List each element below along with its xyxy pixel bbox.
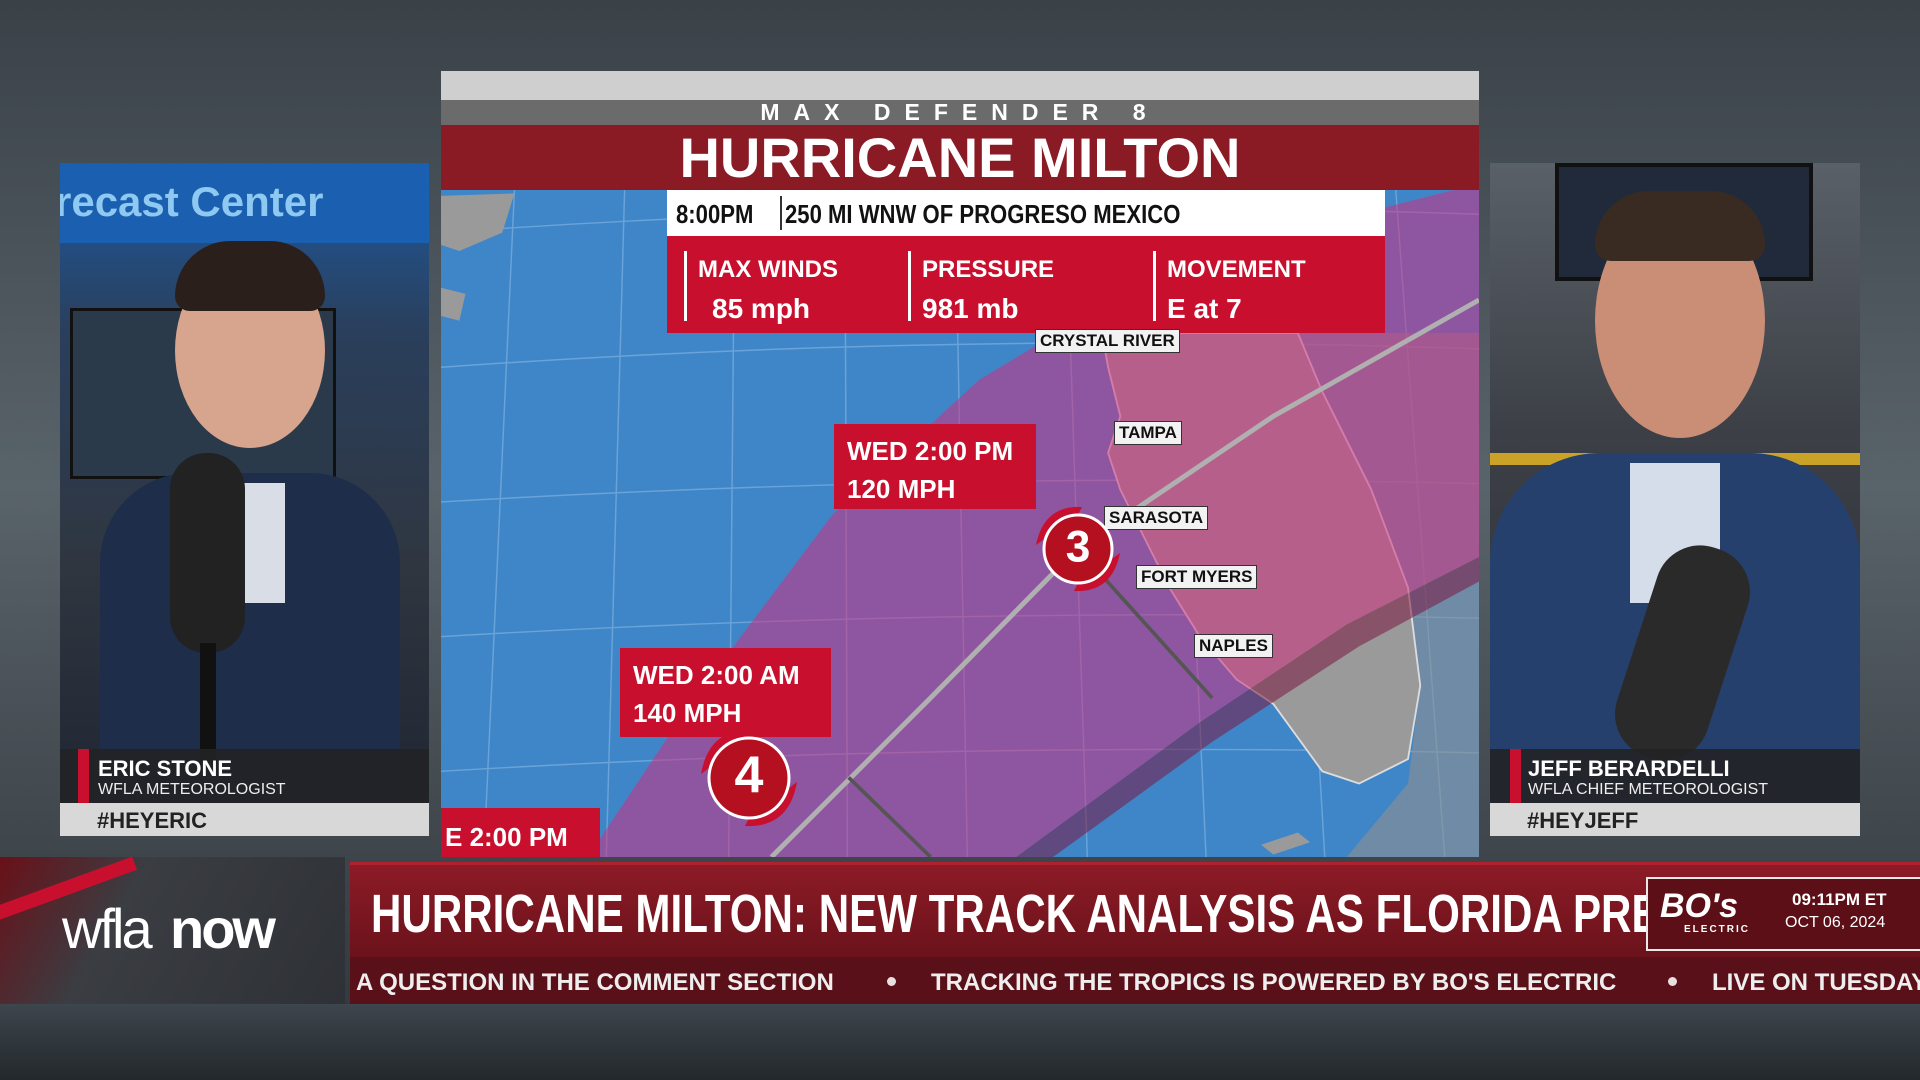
stats-box: MAX WINDS 85 mph PRESSURE 981 mb MOVEMENT E a…	[667, 236, 1385, 333]
hashtag: #HEYJEFF	[1527, 808, 1639, 833]
city-label: TAMPA	[1114, 421, 1182, 445]
city-label: SARASOTA	[1104, 506, 1209, 530]
date: OCT 06, 2024	[1785, 914, 1886, 931]
host-role: WFLA CHIEF METEOROLOGIST	[1528, 781, 1769, 798]
logo-wfla: wfla	[62, 897, 153, 960]
landmass	[441, 193, 515, 251]
backdrop-sign	[60, 163, 429, 243]
sponsor-sub: ELECTRIC	[1684, 924, 1750, 935]
hair	[1595, 191, 1765, 261]
brand-band: MAX DEFENDER 8	[441, 100, 1479, 125]
hashtag: #HEYERIC	[97, 808, 208, 833]
city-label: CRYSTAL RIVER	[1035, 329, 1180, 353]
logo-block: wfla now	[0, 857, 345, 1004]
brand: MAX DEFENDER 8	[760, 99, 1160, 125]
ticker-item: A QUESTION IN THE COMMENT SECTION	[356, 969, 834, 996]
divider	[684, 251, 687, 321]
logo-now: now	[170, 897, 276, 960]
backdrop-text: recast Center	[60, 178, 324, 225]
accent	[1510, 749, 1521, 803]
forecast-box: WED 2:00 AM 140 MPH	[620, 648, 831, 737]
advisory-time-text: 8:00PM	[676, 199, 754, 229]
ticker-bullet	[1668, 977, 1677, 986]
stat-value: 981 mb	[922, 293, 1019, 324]
forecast-time: WED 2:00 AM	[633, 660, 800, 690]
city-label: FORT MYERS	[1136, 565, 1258, 589]
title-band: HURRICANE MILTON	[441, 125, 1479, 190]
ticker-bullet	[887, 977, 896, 986]
host-name: JEFF BERARDELLI	[1528, 756, 1730, 781]
ticker-item: LIVE ON TUESDAY	[1712, 969, 1920, 996]
track-line	[847, 776, 932, 857]
headline-text: HURRICANE MILTON: NEW TRACK ANALYSIS AS …	[371, 884, 1802, 944]
nameplate: ERIC STONE WFLA METEOROLOGIST	[60, 749, 429, 803]
host-panel: recast Center	[60, 163, 429, 836]
keys	[1261, 832, 1311, 855]
divider	[780, 196, 782, 230]
bottom-backdrop	[0, 1004, 1920, 1080]
stat-value: 85 mph	[712, 293, 811, 324]
ticker-item: TRACKING THE TROPICS IS POWERED BY BO'S …	[931, 969, 1617, 996]
forecast-time: WED 2:00 PM	[847, 436, 1014, 466]
ticker-bar: A QUESTION IN THE COMMENT SECTION TRACKIN…	[350, 957, 1920, 1004]
sponsor-logo: BO's	[1660, 887, 1738, 925]
advisory-time: 8:00PM	[676, 201, 767, 227]
stat-label: MOVEMENT	[1167, 256, 1306, 283]
forecast-speed: 140 MPH	[633, 698, 742, 728]
clock: 09:11PM ET	[1792, 890, 1887, 909]
cone-edge	[1016, 557, 1479, 857]
forecast-speed: 120 MPH	[847, 474, 956, 504]
mic-stand	[200, 643, 216, 763]
hair	[175, 241, 325, 311]
sponsor-box: BO's ELECTRIC 09:11PM ET OCT 06, 2024	[1646, 877, 1920, 951]
headline: HURRICANE MILTON: NEW TRACK ANALYSIS AS …	[371, 887, 1920, 941]
city-label: NAPLES	[1194, 634, 1273, 658]
stat-value: E at 7	[1167, 293, 1242, 324]
forecast-box: WED 2:00 PM 120 MPH	[834, 424, 1036, 509]
hashtag-plate: #HEYERIC	[60, 803, 429, 836]
forecast-box: E 2:00 PM	[441, 808, 600, 857]
nameplate: JEFF BERARDELLI WFLA CHIEF METEOROLOGIST	[1490, 749, 1860, 803]
headline-bar: HURRICANE MILTON: NEW TRACK ANALYSIS AS …	[350, 862, 1920, 959]
forecast-time: E 2:00 PM	[445, 822, 568, 852]
host-name: ERIC STONE	[98, 756, 233, 781]
stat-label: MAX WINDS	[698, 256, 838, 283]
stat-label: PRESSURE	[922, 256, 1055, 283]
hashtag-plate: #HEYJEFF	[1490, 803, 1860, 836]
landmass	[441, 287, 466, 321]
location: 250 MI WNW OF PROGRESO MEXICO	[785, 201, 1250, 227]
host-role: WFLA METEOROLOGIST	[98, 781, 286, 798]
divider	[908, 251, 911, 321]
divider	[1153, 251, 1156, 321]
microphone	[170, 453, 245, 653]
map-panel: MAX DEFENDER 8 HURRICANE MILTON 8:00PM 2…	[441, 71, 1479, 857]
host-panel	[1490, 163, 1860, 836]
accent	[78, 749, 89, 803]
location-text: 250 MI WNW OF PROGRESO MEXICO	[785, 199, 1181, 229]
map-title: HURRICANE MILTON	[679, 126, 1241, 189]
top-band	[441, 71, 1479, 100]
info-strip: 8:00PM 250 MI WNW OF PROGRESO MEXICO	[667, 190, 1385, 236]
